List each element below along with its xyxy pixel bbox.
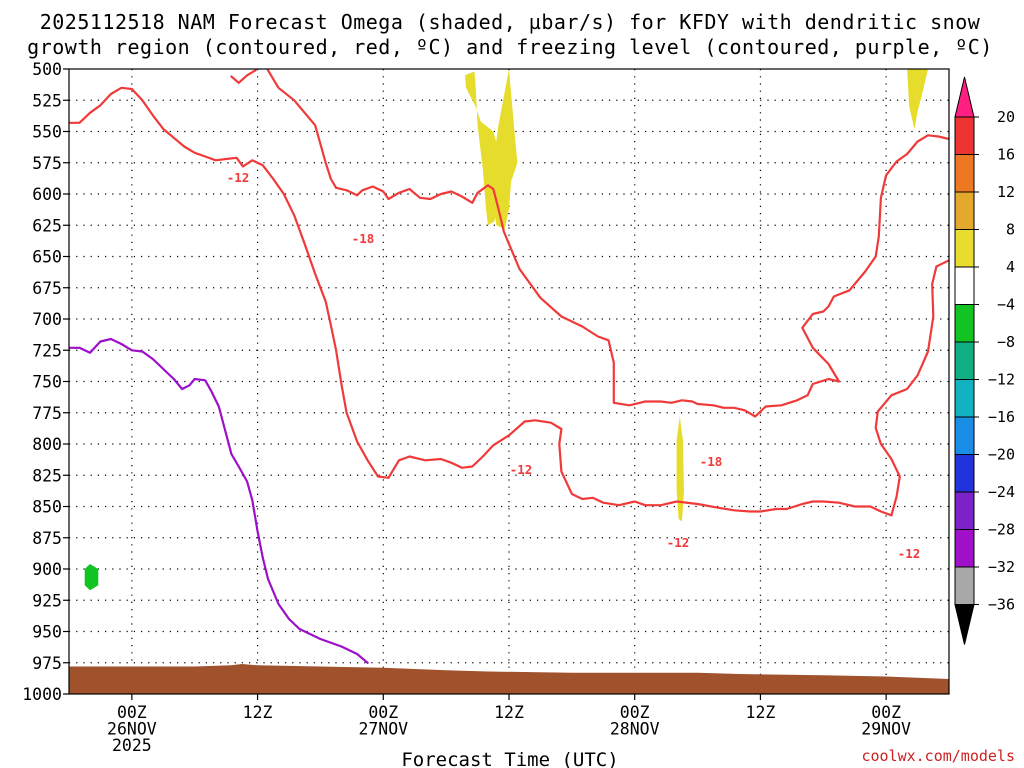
x-tick-label-42-line-0: 12Z (494, 703, 524, 722)
contour-label-minus18-b: -18 (700, 454, 723, 469)
colorbar-band-3 (954, 229, 975, 268)
colorbar-band-7 (954, 379, 975, 418)
y-tick-label-575: 575 (32, 154, 62, 173)
contour-label-minus12-c: -12 (667, 535, 690, 550)
y-tick-label-900: 900 (32, 560, 62, 579)
omega-shading (84, 69, 928, 591)
colorbar-band-8 (954, 416, 975, 455)
x-tick-label-6-line-0: 00Z (117, 703, 147, 722)
contour-lines (69, 69, 949, 664)
x-tick-label-6-line-2: 2025 (112, 736, 152, 755)
omega-shade-region-1 (491, 69, 518, 229)
contour-minus12-segment-1 (230, 69, 257, 84)
colorbar-band-10 (954, 491, 975, 530)
y-tick-label-925: 925 (32, 591, 62, 610)
colorbar-label-0: 20 (997, 108, 1015, 126)
colorbar-label-6: −8 (997, 333, 1015, 351)
colorbar-label-2: 12 (997, 183, 1015, 201)
omega-shade-region-2 (907, 69, 928, 129)
colorbar-label-8: −16 (988, 408, 1015, 426)
colorbar-label-4: 4 (1006, 258, 1015, 276)
colorbar-label-7: −12 (988, 371, 1015, 389)
colorbar-bottom-triangle (954, 604, 975, 645)
x-tick-label-66-line-0: 12Z (746, 703, 776, 722)
x-tick-label-18-line-0: 12Z (243, 703, 273, 722)
y-tick-label-500: 500 (32, 60, 62, 79)
contour-label-minus12-a: -12 (227, 170, 250, 185)
credit-text: coolwx.com/models (861, 747, 1015, 765)
contour-freezing_level-segment-0 (69, 337, 369, 664)
colorbar-top-triangle (954, 76, 975, 118)
colorbar-label-12: −32 (988, 558, 1015, 576)
y-tick-label-550: 550 (32, 123, 62, 142)
colorbar-band-4 (954, 266, 975, 305)
y-tick-label-700: 700 (32, 310, 62, 329)
x-tick-label-78-line-0: 00Z (871, 703, 901, 722)
colorbar-label-9: −20 (988, 446, 1015, 464)
omega-shade-region-4 (84, 564, 99, 591)
y-tick-label-800: 800 (32, 435, 62, 454)
y-tick-label-675: 675 (32, 279, 62, 298)
contour-label-minus12-d: -12 (898, 546, 921, 561)
chart-title-line-2: growth region (contoured, red, ºC) and f… (27, 35, 993, 59)
contour-label-group: -12 -12 -12 -12 -18 -18 (227, 170, 921, 561)
omega-shade-region-3 (676, 416, 684, 522)
contour-label-minus12-b: -12 (510, 462, 533, 477)
colorbar-band-0 (954, 116, 975, 155)
contour-minus18-segment-0 (335, 134, 949, 418)
colorbar-label-11: −28 (988, 521, 1015, 539)
colorbar-band-1 (954, 154, 975, 193)
x-tick-label-30-line-0: 00Z (368, 703, 398, 722)
y-tick-label-525: 525 (32, 91, 62, 110)
x-tick-label-78-line-1: 29NOV (861, 720, 911, 739)
x-tick-label-30-line-1: 27NOV (358, 720, 408, 739)
colorbar-label-1: 16 (997, 146, 1015, 164)
colorbar: 20 16 12 8 4 −4 −8 −12 −16 −20 −24 −28 −32 −36 (954, 76, 1015, 645)
colorbar-label-3: 8 (1006, 221, 1015, 239)
y-tick-label-950: 950 (32, 623, 62, 642)
x-tick-label-54-line-0: 00Z (620, 703, 650, 722)
colorbar-band-2 (954, 191, 975, 230)
y-tick-label-750: 750 (32, 373, 62, 392)
y-tick-label-600: 600 (32, 185, 62, 204)
x-tick-label-54-line-1: 28NOV (610, 720, 660, 739)
colorbar-band-11 (954, 529, 975, 568)
terrain-polygon (69, 664, 949, 694)
y-tick-label-775: 775 (32, 404, 62, 423)
colorbar-label-10: −24 (988, 483, 1015, 501)
y-tick-label-725: 725 (32, 341, 62, 360)
x-tick-label-6-line-1: 26NOV (107, 720, 157, 739)
colorbar-label-13: −36 (988, 596, 1015, 614)
colorbar-band-9 (954, 454, 975, 493)
y-tick-label-875: 875 (32, 529, 62, 548)
x-axis-title: Forecast Time (UTC) (401, 749, 618, 768)
colorbar-band-5 (954, 304, 975, 343)
y-tick-label-625: 625 (32, 216, 62, 235)
y-tick-label-975: 975 (32, 654, 62, 673)
chart-title-line-1: 2025112518 NAM Forecast Omega (shaded, µ… (40, 10, 981, 34)
y-tick-label-1000: 1000 (22, 685, 62, 704)
y-tick-label-850: 850 (32, 498, 62, 517)
contour-minus12-segment-3 (874, 259, 949, 517)
colorbar-band-6 (954, 341, 975, 380)
y-tick-label-825: 825 (32, 466, 62, 485)
colorbar-label-5: −4 (997, 296, 1015, 314)
colorbar-band-12 (954, 566, 975, 605)
y-tick-label-650: 650 (32, 248, 62, 267)
contour-minus12-segment-0 (69, 86, 893, 517)
terrain-fill (69, 664, 949, 694)
y-axis: 500 525 550 575 600 625 650 675 700 725 750 775 800 8… (22, 60, 69, 704)
contour-minus12-segment-2 (266, 69, 338, 189)
contour-label-minus18-a: -18 (352, 231, 375, 246)
